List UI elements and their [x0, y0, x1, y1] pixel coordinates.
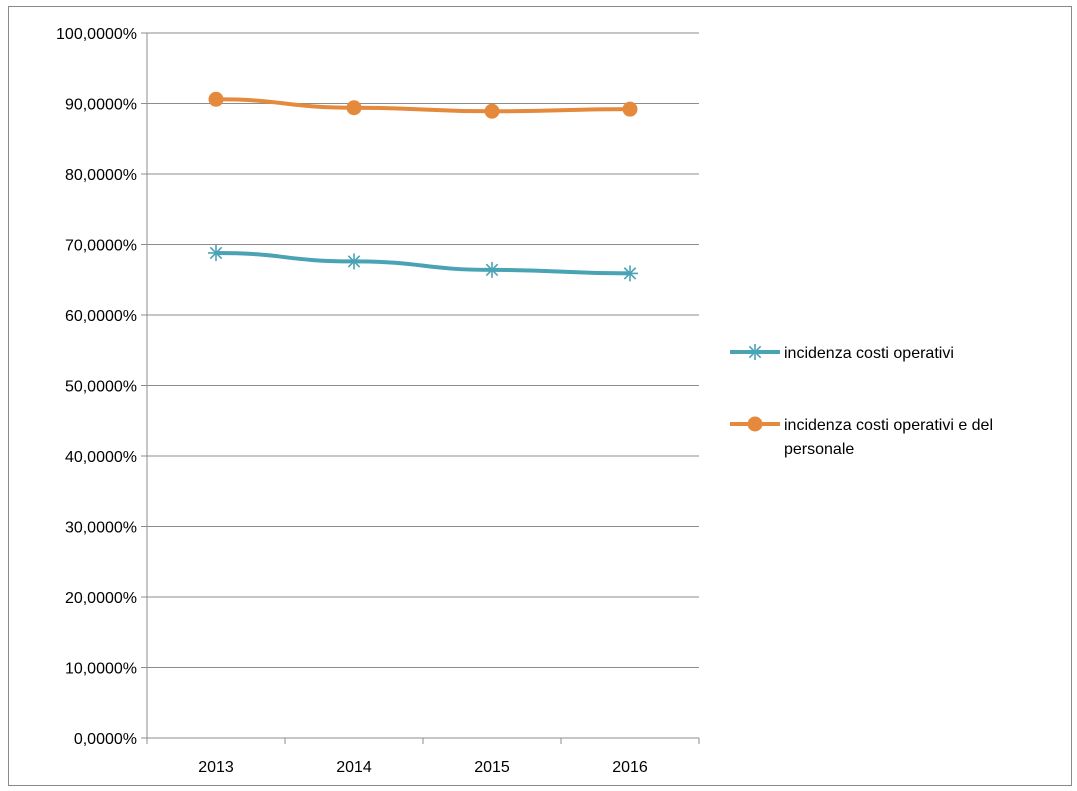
data-point	[208, 91, 224, 107]
y-tick-label: 80,0000%	[65, 167, 137, 184]
x-tick-label: 2016	[612, 759, 648, 776]
y-tick-label: 100,0000%	[56, 26, 137, 43]
series-2	[208, 91, 638, 119]
data-point	[622, 101, 638, 117]
legend-marker	[747, 344, 763, 360]
y-tick-label: 30,0000%	[65, 520, 137, 537]
y-tick-label: 90,0000%	[65, 97, 137, 114]
chart-frame	[8, 6, 1072, 786]
y-tick-label: 0,0000%	[74, 731, 137, 748]
series-1	[208, 244, 638, 282]
legend-item-1: incidenza costi operativi	[730, 344, 954, 362]
y-tick-label: 10,0000%	[65, 661, 137, 678]
data-point	[484, 103, 500, 119]
series-line	[214, 97, 632, 114]
data-point	[622, 265, 638, 282]
series-layer	[208, 91, 638, 282]
y-tick-label: 60,0000%	[65, 308, 137, 325]
legend-label: personale	[784, 441, 854, 458]
legend: incidenza costi operativi incidenza costi…	[730, 344, 993, 458]
legend-label: incidenza costi operativi e del	[784, 417, 993, 434]
data-point	[346, 100, 362, 116]
y-tick-label: 20,0000%	[65, 590, 137, 607]
series-line	[214, 250, 632, 276]
y-tick-label: 70,0000%	[65, 238, 137, 255]
data-point	[484, 261, 500, 278]
data-point	[208, 244, 224, 261]
y-tick-label: 40,0000%	[65, 449, 137, 466]
legend-item-2: incidenza costi operativi e del personale	[730, 416, 993, 458]
gridlines	[147, 32, 699, 668]
data-point	[346, 253, 362, 270]
x-tick-label: 2015	[474, 759, 510, 776]
x-tick-label: 2013	[198, 759, 234, 776]
y-tick-label: 50,0000%	[65, 379, 137, 396]
legend-marker	[747, 416, 763, 432]
x-tick-label: 2014	[336, 759, 372, 776]
axes: 0,0000% 10,0000% 20,0000% 30,0000% 40,0000% 5…	[56, 26, 700, 776]
legend-label: incidenza costi operativi	[784, 345, 954, 362]
